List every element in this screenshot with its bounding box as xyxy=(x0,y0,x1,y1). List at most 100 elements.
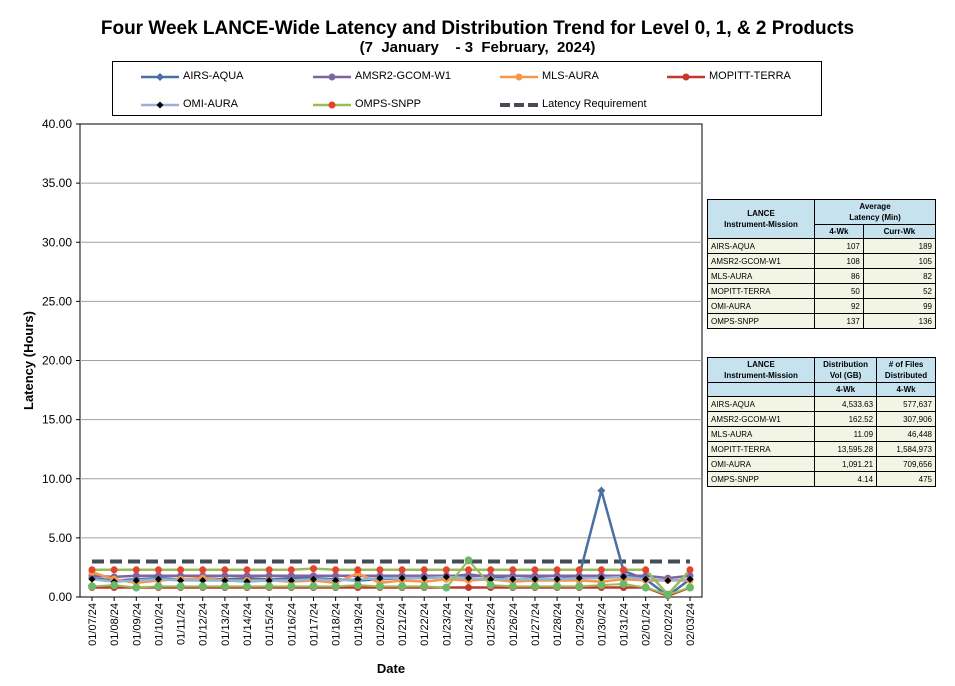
data-point xyxy=(575,574,583,582)
x-tick-label: 01/29/24 xyxy=(574,603,586,646)
legend-swatch-icon xyxy=(141,101,179,109)
x-tick-label: 02/01/24 xyxy=(641,603,653,646)
series-line xyxy=(91,575,691,583)
latency-cell-a: 92 xyxy=(814,298,864,314)
data-point xyxy=(199,566,207,574)
data-point xyxy=(553,582,562,591)
distribution-row: OMI-AURA 1,091.21 709,656 xyxy=(707,456,936,472)
latency-cell-name: AMSR2-GCOM-W1 xyxy=(707,253,815,269)
data-point xyxy=(132,566,140,574)
x-tick-label: 01/13/24 xyxy=(220,603,232,646)
distribution-cell-a: 1,091.21 xyxy=(813,456,878,472)
x-tick-label: 01/26/24 xyxy=(508,603,520,646)
x-tick-label: 01/24/24 xyxy=(464,603,476,646)
data-point xyxy=(198,582,207,591)
y-tick-label: 35.00 xyxy=(42,176,72,190)
chart-legend: AIRS-AQUA AMSR2-GCOM-W1 MLS-AURA MOPITT-TER… xyxy=(112,61,822,116)
distribution-cell-name: AIRS-AQUA xyxy=(707,396,815,412)
latency-row: AIRS-AQUA 107 189 xyxy=(707,238,937,254)
data-point xyxy=(508,582,517,591)
distribution-cell-b: 709,656 xyxy=(876,456,936,472)
data-point xyxy=(530,582,539,591)
data-point xyxy=(597,574,605,582)
x-tick-label: 01/18/24 xyxy=(331,603,343,646)
data-point xyxy=(620,573,628,581)
y-tick-label: 30.00 xyxy=(42,235,72,249)
chart-subtitle: (7 January - 3 February, 2024) xyxy=(359,39,596,56)
data-point xyxy=(154,575,162,583)
data-point xyxy=(376,574,384,582)
x-tick-label: 01/15/24 xyxy=(264,603,276,646)
data-point xyxy=(265,582,274,591)
legend-label: MOPITT-TERRA xyxy=(709,70,791,82)
data-point xyxy=(686,575,694,583)
distribution-table: LANCE Instrument-Mission Distribution Vol … xyxy=(707,357,936,487)
data-point xyxy=(332,572,340,580)
latency-row: AMSR2-GCOM-W1 108 105 xyxy=(707,253,937,269)
data-point xyxy=(199,576,207,584)
data-point xyxy=(287,566,295,574)
data-point xyxy=(132,576,140,584)
data-point xyxy=(663,590,672,599)
series-line xyxy=(92,567,691,597)
distribution-row: AIRS-AQUA 4,533.63 577,637 xyxy=(707,396,936,412)
latency-cell-a: 108 xyxy=(814,253,864,269)
data-point xyxy=(265,566,273,574)
legend-swatch-icon xyxy=(313,73,351,81)
legend-label: OMPS-SNPP xyxy=(355,98,422,110)
data-point xyxy=(509,566,517,574)
series-omps-snpp xyxy=(88,565,694,599)
data-point xyxy=(154,582,163,591)
distribution-cell-a: 162.52 xyxy=(813,411,878,427)
data-point xyxy=(465,584,473,592)
series-line xyxy=(91,558,691,596)
distribution-cell-name: AMSR2-GCOM-W1 xyxy=(707,411,815,427)
distribution-cell-b: 46,448 xyxy=(876,426,936,442)
x-tick-label: 01/17/24 xyxy=(308,603,320,646)
latency-row: OMI-AURA 92 99 xyxy=(707,298,937,314)
data-point xyxy=(177,566,185,574)
y-axis-label: Latency (Hours) xyxy=(21,311,36,410)
data-point xyxy=(88,575,96,583)
legend-marker-icon xyxy=(515,73,523,81)
dist-subheader-vol-4wk: 4-Wk xyxy=(813,382,878,397)
data-point xyxy=(553,575,561,583)
data-point xyxy=(509,575,517,583)
series-line xyxy=(92,586,691,598)
legend-marker-icon xyxy=(328,101,336,109)
latency-row: OMPS-SNPP 137 136 xyxy=(707,313,937,329)
x-tick-label: 01/16/24 xyxy=(286,603,298,646)
distribution-cell-name: MOPITT-TERRA xyxy=(707,441,815,457)
latency-table: LANCE Instrument-Mission Average Latency (… xyxy=(707,199,937,329)
legend-label: AMSR2-GCOM-W1 xyxy=(355,70,451,82)
data-point xyxy=(132,583,141,592)
data-point xyxy=(553,566,561,574)
legend-swatch-icon xyxy=(667,73,705,81)
x-tick-label: 01/30/24 xyxy=(596,603,608,646)
data-point xyxy=(531,566,539,574)
data-point xyxy=(88,566,96,574)
distribution-cell-a: 13,595.28 xyxy=(813,441,878,457)
data-point xyxy=(487,575,495,583)
data-point xyxy=(664,576,672,584)
distribution-cell-name: OMPS-SNPP xyxy=(707,471,815,487)
data-point xyxy=(686,583,694,592)
latency-cell-b: 105 xyxy=(862,253,937,269)
latency-cell-name: AIRS-AQUA xyxy=(707,238,815,254)
data-point xyxy=(287,582,296,591)
data-point xyxy=(442,583,451,592)
legend-swatch-icon xyxy=(500,103,538,107)
latency-header-mission: LANCE Instrument-Mission xyxy=(707,199,815,239)
data-point xyxy=(420,566,428,574)
latency-cell-b: 99 xyxy=(862,298,937,314)
data-point xyxy=(464,556,473,565)
distribution-row: AMSR2-GCOM-W1 162.52 307,906 xyxy=(707,411,936,427)
data-point xyxy=(243,566,251,574)
latency-cell-name: OMI-AURA xyxy=(707,298,815,314)
y-tick-label: 0.00 xyxy=(49,590,73,604)
latency-cell-b: 136 xyxy=(862,313,937,329)
x-tick-label: 01/12/24 xyxy=(198,603,210,646)
data-point xyxy=(354,575,362,583)
latency-cell-b: 82 xyxy=(862,268,937,284)
legend-label: OMI-AURA xyxy=(183,98,238,110)
